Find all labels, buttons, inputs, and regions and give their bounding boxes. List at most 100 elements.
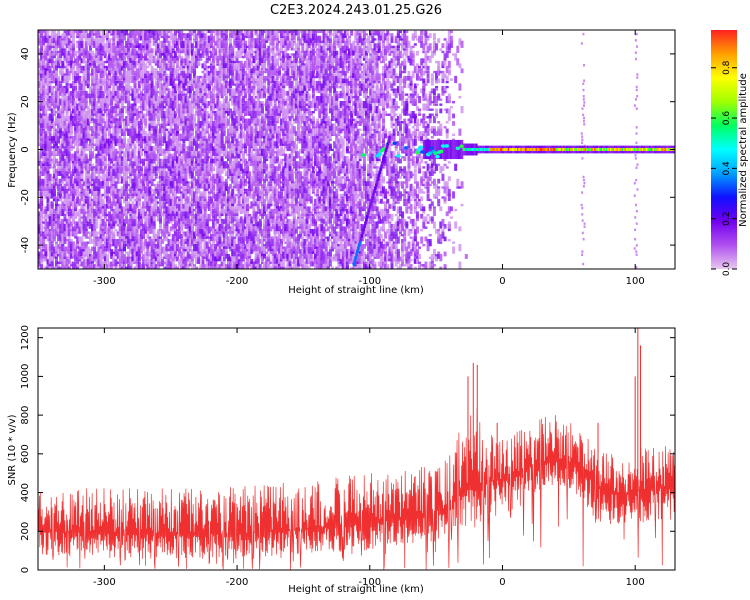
noise-cell (116, 63, 120, 69)
noise-cell (110, 168, 114, 176)
noise-cell (63, 193, 67, 199)
noise-cell (91, 188, 95, 194)
noise-cell (46, 65, 50, 69)
noise-cell (190, 261, 194, 267)
noise-cell (76, 256, 80, 264)
noise-cell (118, 191, 122, 197)
noise-cell (154, 35, 158, 41)
noise-cell (65, 40, 69, 44)
noise-cell (184, 45, 188, 53)
noise-cell (103, 236, 107, 242)
noise-cell (69, 40, 73, 44)
noise-cell (97, 30, 101, 38)
noise-cell (46, 188, 50, 197)
noise-cell (137, 60, 141, 66)
noise-cell (161, 35, 165, 39)
noise-cell (108, 80, 112, 86)
noise-cell (118, 63, 122, 71)
noise-cell (176, 105, 180, 114)
noise-cell (38, 48, 41, 56)
noise-cell (91, 90, 95, 99)
noise-cell (150, 80, 154, 89)
noise-cell (114, 153, 118, 161)
noise-cell (188, 151, 192, 159)
noise-cell (80, 246, 84, 249)
noise-cell (112, 45, 116, 53)
noise-cell (182, 68, 186, 71)
noise-cell (190, 231, 194, 237)
noise-cell (42, 233, 46, 239)
noise-cell (163, 193, 167, 202)
noise-cell (84, 65, 88, 71)
noise-cell (91, 228, 95, 237)
noise-cell (133, 161, 137, 167)
noise-cell (118, 181, 122, 184)
noise-cell (163, 216, 167, 222)
noise-cell (129, 244, 133, 247)
noise-cell (122, 45, 126, 49)
noise-cell (76, 221, 80, 227)
noise-cell (190, 100, 194, 106)
noise-cell (148, 143, 152, 151)
noise-cell (188, 256, 192, 264)
noise-cell (71, 108, 75, 114)
noise-cell (86, 93, 90, 99)
noise-cell (40, 80, 44, 89)
noise-cell (69, 183, 73, 189)
noise-cell (110, 208, 114, 212)
noise-cell (137, 98, 141, 101)
noise-cell (146, 43, 150, 49)
noise-cell (110, 43, 114, 51)
noise-cell (169, 143, 173, 151)
noise-cell (112, 221, 116, 227)
noise-cell (125, 161, 129, 167)
noise-cell (76, 158, 80, 164)
noise-cell (54, 186, 58, 189)
noise-cell (48, 208, 52, 217)
noise-cell (195, 113, 199, 116)
noise-cell (69, 241, 73, 247)
noise-cell (127, 45, 131, 53)
noise-cell (38, 191, 41, 197)
noise-cell (139, 181, 143, 189)
noise-cell (152, 105, 156, 109)
noise-cell (112, 261, 116, 267)
noise-cell (61, 116, 65, 119)
noise-cell (63, 143, 67, 147)
noise-cell (139, 213, 143, 219)
noise-cell (40, 63, 44, 71)
noise-cell (163, 218, 167, 224)
noise-cell (142, 206, 146, 214)
noise-cell (95, 100, 99, 109)
noise-cell (152, 213, 156, 219)
noise-cell (71, 201, 75, 207)
noise-cell (97, 186, 101, 192)
noise-cell (42, 83, 46, 89)
noise-cell (154, 116, 158, 119)
noise-cell (91, 50, 95, 56)
noise-cell (144, 98, 148, 106)
noise-cell (176, 183, 180, 189)
noise-cell (156, 78, 160, 81)
noise-cell (112, 211, 116, 214)
noise-cell (184, 136, 188, 141)
noise-cell (99, 116, 103, 124)
noise-cell (195, 40, 199, 48)
noise-cell (76, 186, 80, 192)
noise-cell (184, 211, 188, 219)
noise-cell (182, 136, 186, 139)
noise-cell (112, 116, 116, 124)
noise-cell (176, 136, 180, 144)
noise-cell (54, 50, 58, 56)
noise-cell (114, 173, 118, 179)
noise-cell (152, 58, 156, 61)
noise-cell (167, 254, 171, 257)
noise-cell (186, 128, 190, 134)
noise-cell (135, 238, 139, 244)
noise-cell (93, 193, 97, 202)
noise-cell (46, 186, 50, 192)
noise-cell (167, 108, 171, 116)
noise-cell (146, 60, 150, 64)
noise-cell (137, 121, 141, 129)
noise-cell (95, 196, 99, 204)
